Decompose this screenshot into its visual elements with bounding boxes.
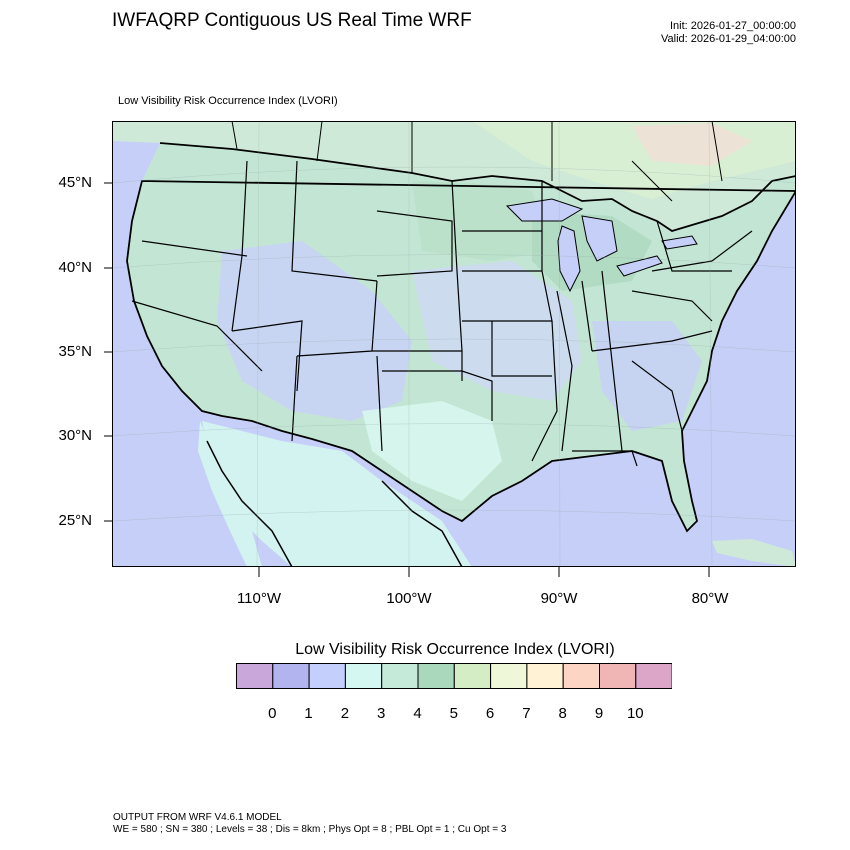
colorbar-label-1: 1	[304, 705, 313, 722]
lake-erie	[616, 255, 663, 277]
lake-ontario	[661, 235, 698, 250]
colorbar-box-10	[599, 663, 637, 689]
lat-tick-35: 35°N	[58, 343, 92, 360]
plains-low-risk	[412, 261, 582, 401]
colorbar-label-2: 2	[340, 705, 350, 722]
model-footer: OUTPUT FROM WRF V4.6.1 MODEL WE = 580 ; …	[113, 812, 506, 836]
colorbar-box-1	[272, 663, 310, 689]
colorbar-label-6: 6	[485, 705, 495, 722]
us-outline	[126, 142, 796, 533]
valid-time: Valid: 2026-01-29_04:00:00	[661, 33, 796, 45]
footer-model-line: OUTPUT FROM WRF V4.6.1 MODEL	[113, 812, 282, 823]
colorbar-label-3: 3	[377, 705, 386, 722]
mexico-coast	[206, 440, 463, 567]
canada-warm-patch	[632, 123, 752, 166]
lake-huron	[581, 215, 618, 262]
footer-config-line: WE = 580 ; SN = 380 ; Levels = 38 ; Dis …	[113, 824, 507, 835]
plot-title: IWFAQRP Contiguous US Real Time WRF	[112, 10, 472, 31]
colorbar-label-8: 8	[558, 705, 567, 722]
texas-cyan-zone	[362, 401, 502, 501]
colorbar-label-9: 9	[594, 705, 604, 722]
graticule	[112, 121, 796, 567]
lon-tick-100w: 100°W	[386, 590, 432, 607]
lake-superior	[505, 198, 584, 222]
northern-plains-green	[412, 181, 552, 261]
colorbar-label-0: 0	[268, 705, 277, 722]
lat-tick-45: 45°N	[58, 174, 92, 191]
colorbar-box-11	[635, 663, 672, 689]
colorbar-box-0	[236, 663, 274, 689]
mexico-land	[202, 421, 472, 567]
colorbar-box-3	[344, 663, 383, 689]
baja-california	[198, 421, 262, 567]
lon-tick-110w: 110°W	[236, 590, 282, 607]
time-info: Init: 2026-01-27_00:00:00 Valid: 2026-01…	[661, 20, 796, 46]
lon-tick-marks	[258, 567, 710, 577]
intermountain-low-risk	[217, 241, 412, 421]
colorbar-box-7	[490, 663, 528, 689]
colorbar-box-4	[381, 663, 419, 689]
lake-michigan	[557, 225, 581, 293]
canada-boundaries	[231, 121, 723, 202]
colorbar	[236, 663, 672, 689]
colorbar-box-8	[526, 663, 564, 689]
lat-tick-25: 25°N	[58, 512, 92, 529]
colorbar-title: Low Visibility Risk Occurrence Index (LV…	[295, 641, 615, 658]
field-subtitle: Low Visibility Risk Occurrence Index (LV…	[118, 95, 338, 107]
cuba	[712, 539, 796, 567]
colorbar-box-6	[453, 663, 492, 689]
colorbar-label-7: 7	[522, 705, 531, 722]
colorbar-box-2	[308, 663, 346, 689]
lat-tick-marks	[104, 182, 112, 522]
colorbar-box-9	[562, 663, 601, 689]
lon-tick-90w: 90°W	[540, 590, 578, 607]
init-time: Init: 2026-01-27_00:00:00	[670, 20, 796, 32]
colorbar-label-5: 5	[449, 705, 458, 722]
lvori-map	[112, 121, 796, 567]
lat-tick-30: 30°N	[58, 427, 92, 444]
state-boundaries	[131, 160, 753, 467]
colorbar-label-4: 4	[413, 705, 422, 722]
lon-tick-80w: 80°W	[691, 590, 729, 607]
map-frame	[112, 121, 796, 567]
southeast-low-risk	[592, 321, 702, 431]
colorbar-box-5	[417, 663, 455, 689]
lat-tick-40: 40°N	[58, 259, 92, 276]
colorbar-label-10: 10	[626, 705, 644, 722]
